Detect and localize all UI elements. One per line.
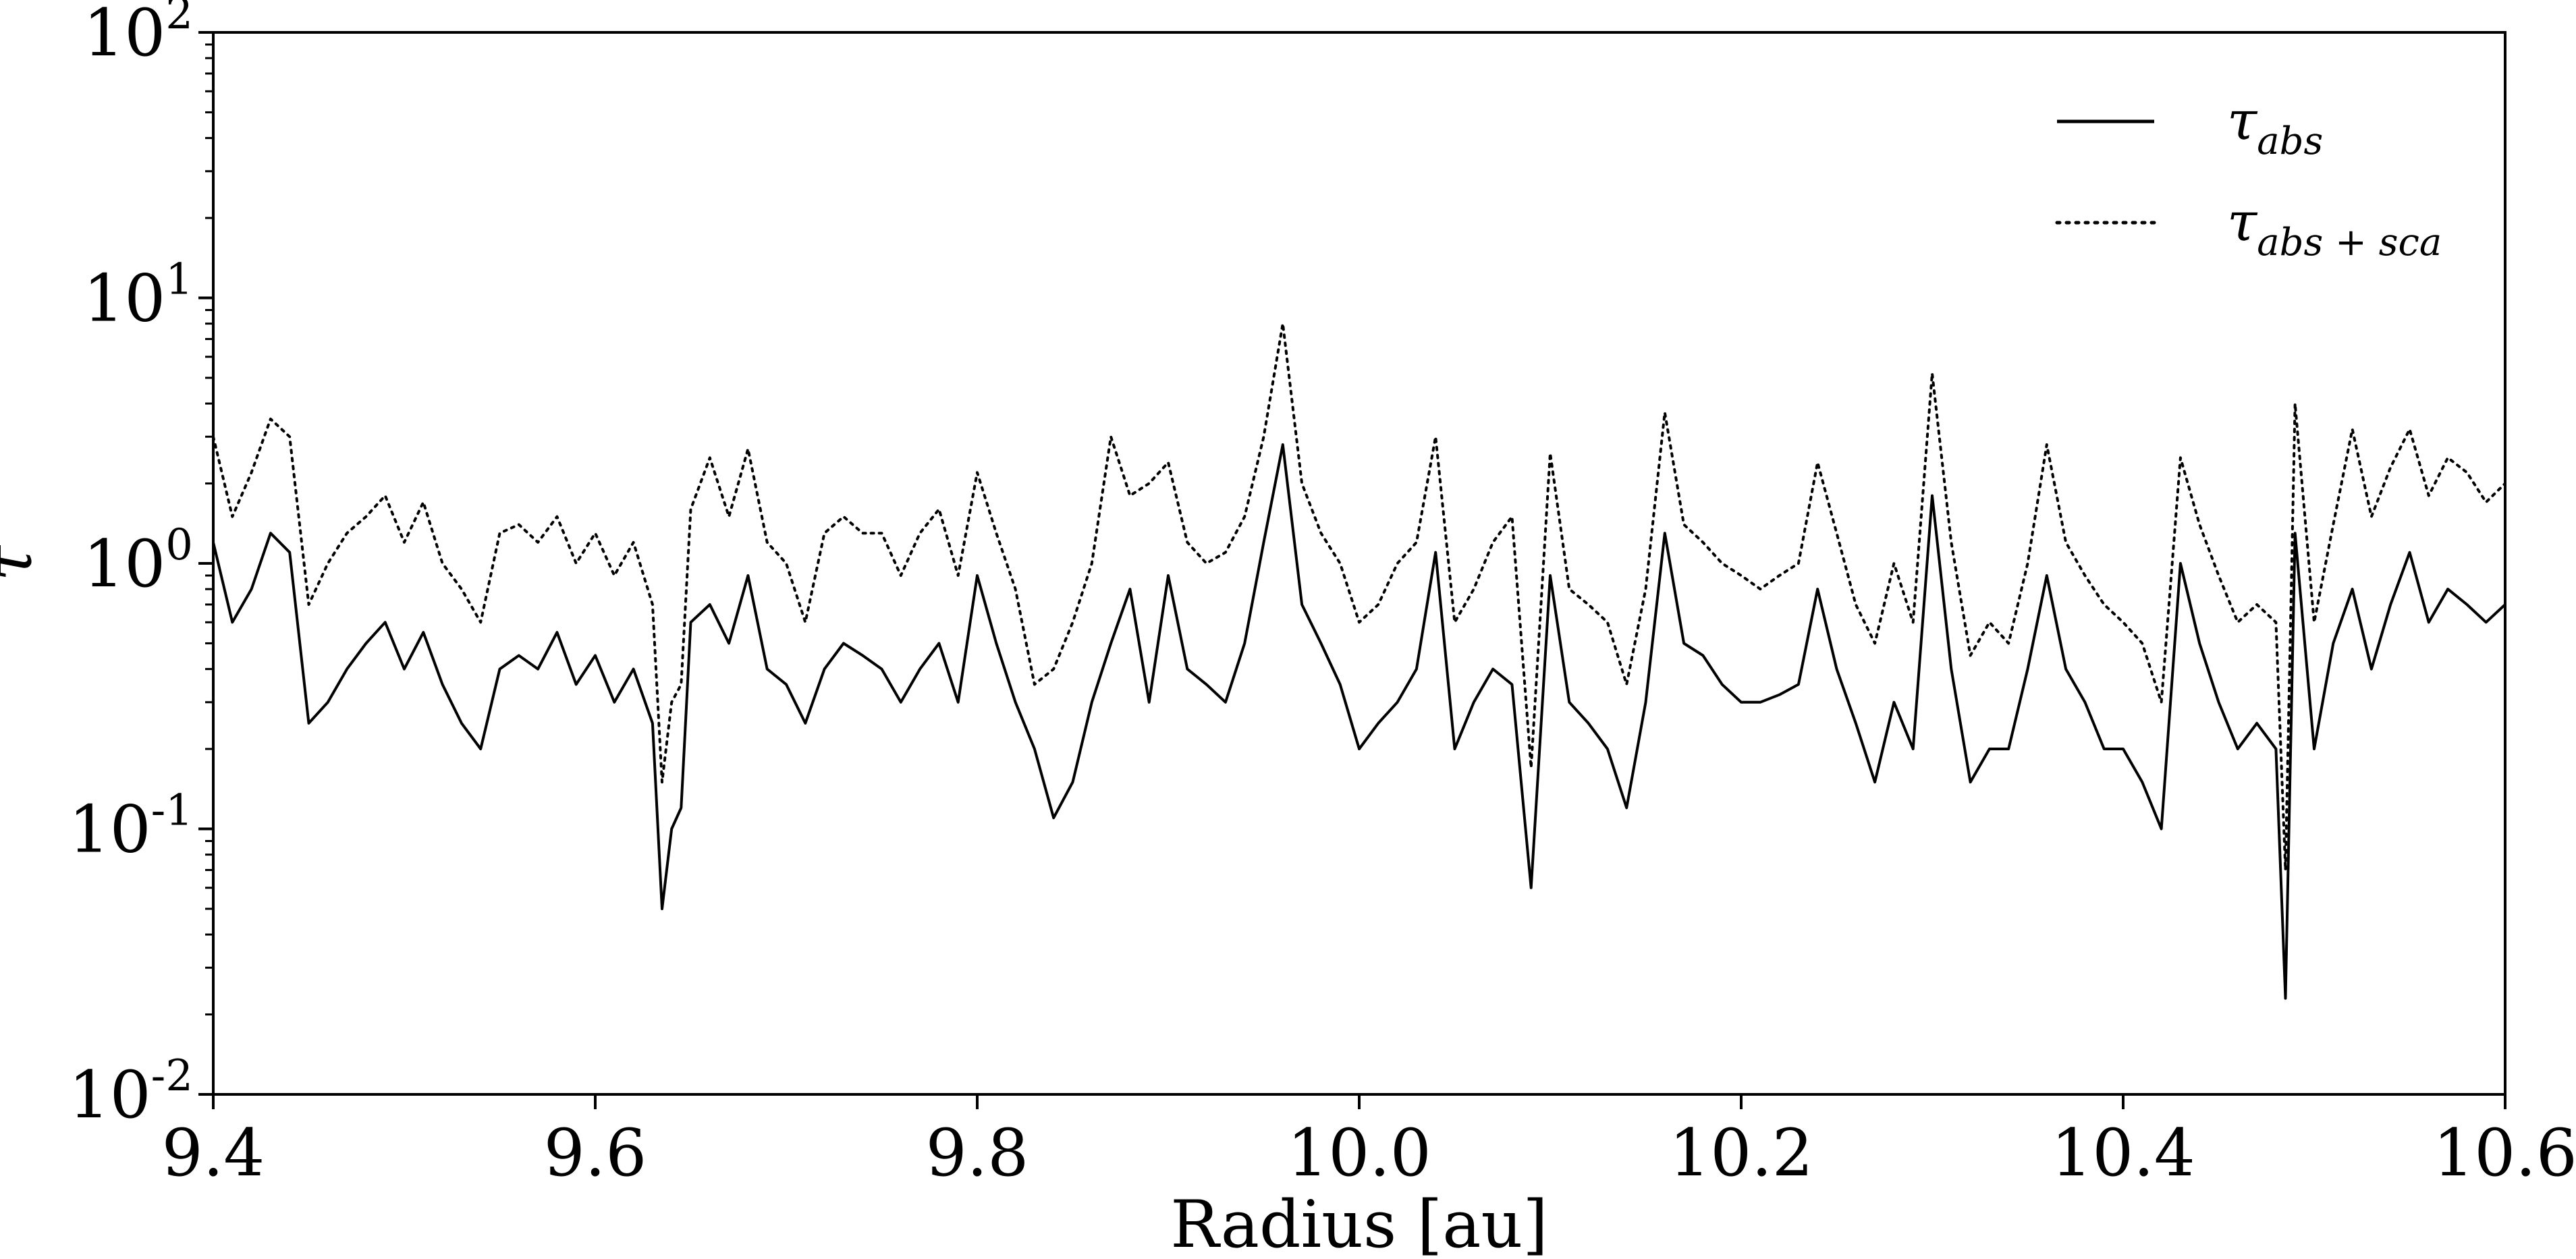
y-tick-exp: -1: [151, 786, 193, 836]
y-tick-label: 101: [83, 255, 193, 337]
y-tick-base: 10: [83, 526, 165, 602]
x-tick-label: 10.4: [2051, 1115, 2195, 1191]
x-tick-label: 10.6: [2433, 1115, 2576, 1191]
legend-symbol: τ: [2227, 190, 2258, 253]
y-tick-exp: 0: [165, 520, 193, 570]
y-tick-exp: 2: [165, 0, 193, 39]
series-line-0: [212, 443, 2506, 1000]
ticks: [198, 31, 2506, 1109]
plot-frame: [212, 31, 2506, 1096]
plot-lines: [212, 322, 2506, 1000]
legend-subscript: abs: [2257, 119, 2323, 163]
y-tick-label: 10-1: [69, 786, 194, 868]
y-axis-label: τ: [0, 544, 47, 582]
legend-subscript: abs + sca: [2257, 221, 2442, 264]
x-tick-label: 9.4: [162, 1115, 265, 1191]
x-tick-label: 10.0: [1287, 1115, 1431, 1191]
y-tick-base: 10: [69, 1057, 151, 1133]
x-tick-label: 9.8: [926, 1115, 1029, 1191]
y-tick-base: 10: [83, 0, 165, 71]
y-tick-label: 102: [83, 0, 193, 71]
tick-labels: 9.4 9.6 9.8 10.0 10.2 10.4 10.610-210-11001011…: [69, 0, 2576, 1191]
x-axis-label: Radius [au]: [1170, 1187, 1547, 1259]
series-line-1: [212, 322, 2506, 872]
legend-label-0: τabs: [2227, 89, 2323, 163]
y-tick-label: 100: [83, 520, 193, 602]
y-tick-label: 10-2: [69, 1051, 194, 1133]
y-tick-exp: -2: [151, 1051, 193, 1101]
x-tick-label: 10.2: [1669, 1115, 1813, 1191]
y-tick-base: 10: [83, 261, 165, 337]
y-tick-exp: 1: [165, 255, 193, 305]
x-tick-label: 9.6: [544, 1115, 647, 1191]
legend-symbol: τ: [2227, 89, 2258, 152]
legend-label-1: τabs + sca: [2227, 190, 2442, 264]
y-tick-base: 10: [69, 792, 151, 868]
